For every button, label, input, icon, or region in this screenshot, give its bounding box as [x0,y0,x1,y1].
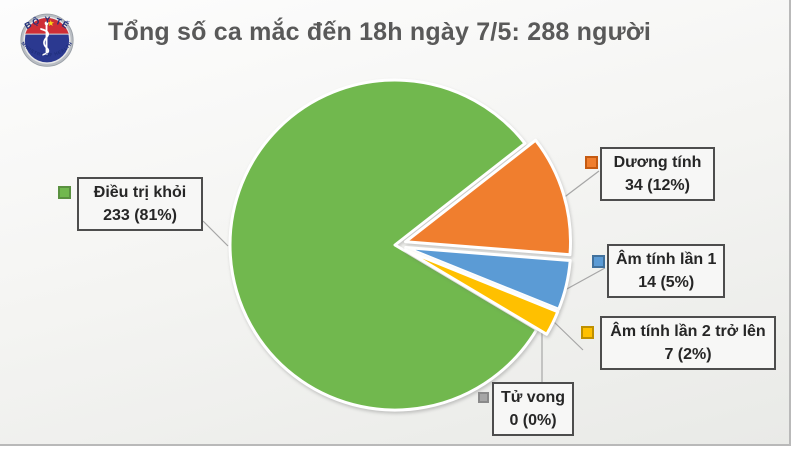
legend-value: 7 (2%) [664,346,712,363]
legend-callout-dieu-tri-khoi: Điều trị khỏi 233 (81%) [77,177,203,231]
pie-slice-2 [404,246,572,311]
legend-value: 14 (5%) [638,274,695,291]
legend-callout-am-tinh-lan-2: Âm tính lần 2 trở lên 7 (2%) [600,316,776,370]
legend-marker-dieu-tri-khoi [58,186,71,199]
slide-background: ★ BỘ Y TẾ MINISTRY OF HEALTH Tổng số ca … [0,0,791,446]
legend-value: 233 (81%) [103,207,177,224]
leader-line-0 [202,220,229,247]
page-title: Tổng số ca mắc đến 18h ngày 7/5: 288 ngư… [108,18,652,46]
legend-callout-duong-tinh: Dương tính 34 (12%) [600,147,715,201]
legend-label: Âm tính lần 2 trở lên [610,323,766,340]
legend-label: Dương tính [613,154,702,171]
legend-marker-am-tinh-lan-1 [592,255,605,268]
ministry-of-health-logo: ★ BỘ Y TẾ MINISTRY OF HEALTH [20,13,74,67]
legend-marker-am-tinh-lan-2 [581,326,594,339]
leader-line-3 [551,319,584,351]
legend-value: 34 (12%) [625,177,690,194]
leader-line-2 [564,267,606,291]
legend-label: Âm tính lần 1 [616,251,717,268]
pie-slice-3 [403,248,560,336]
legend-marker-tu-vong [478,392,489,403]
legend-value: 0 (0%) [509,412,557,429]
legend-label: Điều trị khỏi [93,184,187,201]
logo-star-icon: ★ [47,18,55,28]
legend-callout-tu-vong: Tử vong 0 (0%) [492,382,575,436]
legend-label: Tử vong [501,389,566,406]
pie-chart [202,78,606,412]
pie-slice-1 [404,138,572,257]
pie-slice-0 [228,78,539,412]
rod-of-asclepius-icon [40,21,50,56]
legend-marker-duong-tinh [585,156,598,169]
legend-callout-am-tinh-lan-1: Âm tính lần 1 14 (5%) [607,244,726,298]
